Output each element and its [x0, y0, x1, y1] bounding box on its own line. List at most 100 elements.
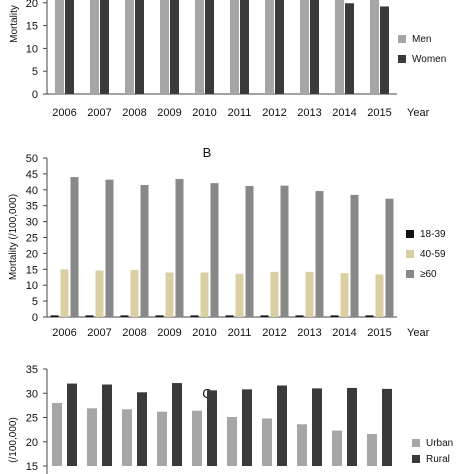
x-tick-label: 2015	[367, 107, 391, 119]
bar	[210, 183, 219, 317]
bar	[235, 273, 244, 317]
x-tick-label: 2011	[228, 327, 252, 339]
bar	[280, 185, 289, 317]
legend-label: Urban	[426, 438, 453, 449]
x-tick-label: 2006	[52, 107, 76, 119]
bar	[120, 315, 129, 317]
bar	[277, 385, 287, 466]
bar	[100, 0, 109, 95]
y-tick-label: 0	[32, 89, 38, 101]
legend-swatch	[406, 230, 414, 238]
bar	[55, 0, 64, 95]
panel-a-y-axis-label: Mortality	[9, 5, 20, 43]
bar	[160, 0, 169, 95]
bar	[70, 177, 79, 317]
bar	[67, 383, 77, 466]
bar	[365, 315, 374, 317]
panel-a-x-axis-label: Year	[407, 107, 430, 119]
x-tick-label: 2013	[297, 327, 321, 339]
y-tick-label: 35	[26, 201, 38, 213]
panel-a: Mortality Year 0 5 10 15 20 2006 2007 2008 2009 2…	[9, 0, 446, 119]
x-tick-label: 2008	[122, 107, 146, 119]
bar	[105, 179, 114, 317]
x-tick-label: 2012	[262, 107, 286, 119]
bar	[315, 191, 324, 317]
x-tick-label: 2008	[122, 327, 146, 339]
panel-c-y-axis-label: (/100,000)	[8, 417, 19, 463]
bar	[52, 402, 62, 466]
x-tick-label: 2014	[332, 327, 356, 339]
bar	[345, 3, 354, 95]
x-tick-label: 2007	[87, 107, 111, 119]
bar	[240, 0, 249, 95]
bar	[85, 315, 94, 317]
bar	[245, 185, 254, 317]
panel-b-x-axis-label: Year	[407, 327, 430, 339]
bar	[385, 198, 394, 317]
bar	[195, 0, 204, 95]
bar	[367, 433, 377, 466]
bar	[375, 274, 384, 317]
panel-plot-area: 0 5 10 15 20 2006 2007 2008 2009 2010 2011 2012 2013…	[26, 0, 397, 119]
bar	[260, 315, 269, 317]
bar	[332, 430, 342, 466]
bar	[137, 392, 147, 466]
y-tick-label: 15	[26, 264, 38, 276]
panel-b: B Mortality (/100,000) Year 0 5 10 15 20 25 30…	[8, 145, 446, 339]
x-tick-label: 2009	[157, 327, 181, 339]
bar	[130, 269, 139, 317]
panel-plot-area: 0 5 10 15 20 25 30 35 40 45 50 2006 2007 2008 2009 2010…	[26, 153, 397, 339]
y-tick-label: 15	[26, 21, 38, 33]
bar	[350, 194, 359, 317]
y-tick-label: 25	[26, 413, 38, 425]
x-tick-label: 2009	[157, 107, 181, 119]
bar	[165, 272, 174, 317]
bar	[65, 0, 74, 95]
bar	[207, 390, 217, 466]
bar	[382, 388, 392, 466]
bar	[310, 0, 319, 94]
bar	[102, 384, 112, 466]
bar	[122, 409, 132, 466]
legend-label: Women	[412, 54, 446, 65]
legend-swatch	[398, 35, 406, 43]
bar	[370, 0, 379, 95]
bar	[190, 315, 199, 317]
x-tick-label: 2010	[192, 327, 216, 339]
bar	[157, 411, 167, 466]
bar	[227, 417, 237, 466]
y-tick-label: 30	[26, 388, 38, 400]
bar	[135, 0, 144, 95]
bar	[140, 185, 149, 317]
bar	[242, 389, 252, 466]
legend-swatch	[406, 250, 414, 258]
y-tick-label: 35	[26, 364, 38, 376]
y-tick-label: 30	[26, 217, 38, 229]
bar	[295, 315, 304, 317]
bar	[205, 0, 214, 95]
bar	[340, 273, 349, 317]
bar	[192, 410, 202, 466]
bar	[330, 315, 339, 317]
bar	[172, 383, 182, 466]
x-tick-label: 2012	[262, 327, 286, 339]
bar	[170, 0, 179, 95]
x-tick-label: 2007	[87, 327, 111, 339]
bar	[312, 388, 322, 466]
panel-b-letter: B	[203, 145, 212, 160]
bar	[125, 0, 134, 95]
bar	[275, 0, 284, 94]
panel-plot-area: 15 20 25 30 35	[26, 364, 392, 474]
bar	[265, 0, 274, 95]
bar	[380, 6, 389, 95]
y-tick-label: 20	[26, 0, 38, 10]
y-tick-label: 25	[26, 233, 38, 245]
legend-swatch	[406, 270, 414, 278]
bar	[262, 418, 272, 466]
bar	[175, 178, 184, 317]
legend-swatch	[412, 455, 420, 463]
x-tick-label: 2011	[228, 107, 252, 119]
y-tick-label: 15	[26, 461, 38, 473]
bar	[155, 315, 164, 317]
